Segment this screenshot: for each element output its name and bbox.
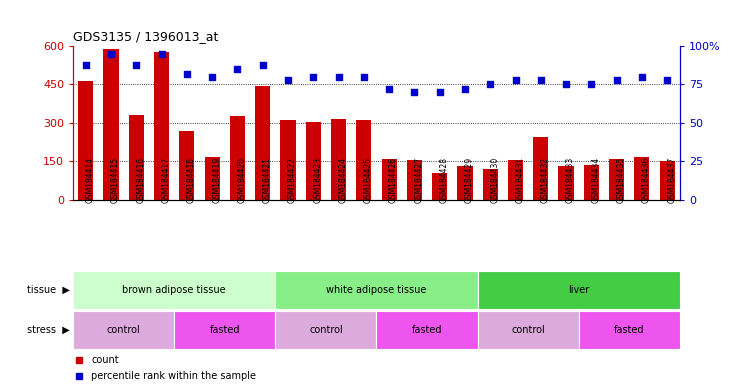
Point — [130, 61, 142, 68]
Point — [105, 51, 117, 57]
Point — [206, 74, 218, 80]
Bar — [174, 311, 276, 349]
Bar — [482, 169, 498, 200]
Point — [662, 77, 673, 83]
Text: GSM184422: GSM184422 — [288, 157, 297, 203]
Point — [510, 77, 521, 83]
Bar — [306, 122, 321, 200]
Bar — [376, 311, 477, 349]
Point — [459, 86, 471, 92]
Text: GSM184416: GSM184416 — [136, 157, 145, 203]
Text: GSM184421: GSM184421 — [262, 157, 272, 203]
Text: GSM184434: GSM184434 — [591, 157, 600, 203]
Point — [181, 71, 193, 77]
Bar — [609, 159, 624, 200]
Bar — [78, 81, 94, 200]
Text: GSM184417: GSM184417 — [162, 157, 170, 203]
Point — [156, 51, 167, 57]
Point — [358, 74, 370, 80]
Text: GSM184433: GSM184433 — [566, 157, 575, 203]
Text: GSM184431: GSM184431 — [515, 157, 525, 203]
Bar — [382, 159, 397, 200]
Text: GDS3135 / 1396013_at: GDS3135 / 1396013_at — [73, 30, 219, 43]
Point — [586, 81, 597, 88]
Bar — [281, 120, 295, 200]
Text: GSM184430: GSM184430 — [491, 157, 499, 203]
Text: stress  ▶: stress ▶ — [27, 325, 69, 335]
Bar — [406, 160, 422, 200]
Bar — [477, 311, 579, 349]
Text: control: control — [309, 325, 343, 335]
Bar — [230, 116, 245, 200]
Point — [611, 77, 623, 83]
Text: GSM184425: GSM184425 — [364, 157, 373, 203]
Text: GSM184424: GSM184424 — [338, 157, 347, 203]
Text: liver: liver — [568, 285, 589, 295]
Text: brown adipose tissue: brown adipose tissue — [122, 285, 226, 295]
Point — [636, 74, 648, 80]
Text: GSM184419: GSM184419 — [212, 157, 221, 203]
Point — [535, 77, 547, 83]
Bar — [635, 157, 649, 200]
Text: GSM184436: GSM184436 — [642, 157, 651, 203]
Bar — [331, 119, 346, 200]
Text: GSM184414: GSM184414 — [86, 157, 95, 203]
Point — [409, 89, 420, 95]
Point — [485, 81, 496, 88]
Text: GSM184437: GSM184437 — [667, 157, 676, 203]
Point — [433, 89, 445, 95]
Point — [333, 74, 344, 80]
Text: control: control — [511, 325, 545, 335]
Text: GSM184432: GSM184432 — [541, 157, 550, 203]
Point — [383, 86, 395, 92]
Text: fasted: fasted — [614, 325, 645, 335]
Point — [560, 81, 572, 88]
Bar — [558, 166, 574, 200]
Bar — [356, 120, 371, 200]
Bar — [129, 115, 144, 200]
Point — [257, 61, 268, 68]
Bar — [73, 311, 174, 349]
Bar — [73, 271, 276, 309]
Text: white adipose tissue: white adipose tissue — [326, 285, 427, 295]
Text: GSM184418: GSM184418 — [187, 157, 196, 203]
Text: fasted: fasted — [412, 325, 442, 335]
Text: GSM184420: GSM184420 — [238, 157, 246, 203]
Bar — [477, 271, 680, 309]
Bar — [104, 49, 118, 200]
Point — [282, 77, 294, 83]
Text: GSM184426: GSM184426 — [389, 157, 398, 203]
Text: GSM184428: GSM184428 — [439, 157, 449, 203]
Point — [308, 74, 319, 80]
Bar — [205, 157, 220, 200]
Bar — [579, 311, 680, 349]
Bar — [508, 160, 523, 200]
Text: GSM184415: GSM184415 — [111, 157, 120, 203]
Bar — [432, 173, 447, 200]
Point — [80, 61, 91, 68]
Text: percentile rank within the sample: percentile rank within the sample — [91, 371, 257, 381]
Bar — [458, 166, 472, 200]
Text: GSM184423: GSM184423 — [314, 157, 322, 203]
Text: tissue  ▶: tissue ▶ — [26, 285, 69, 295]
Point — [232, 66, 243, 72]
Bar — [533, 137, 548, 200]
Text: GSM184429: GSM184429 — [465, 157, 474, 203]
Text: GSM184427: GSM184427 — [414, 157, 423, 203]
Text: count: count — [91, 354, 119, 364]
Bar — [276, 271, 477, 309]
Bar — [179, 131, 194, 200]
Bar — [659, 161, 675, 200]
Bar — [276, 311, 376, 349]
Bar — [154, 53, 169, 200]
Bar — [255, 86, 270, 200]
Bar — [584, 165, 599, 200]
Text: fasted: fasted — [210, 325, 240, 335]
Text: control: control — [107, 325, 140, 335]
Text: GSM184435: GSM184435 — [617, 157, 626, 203]
